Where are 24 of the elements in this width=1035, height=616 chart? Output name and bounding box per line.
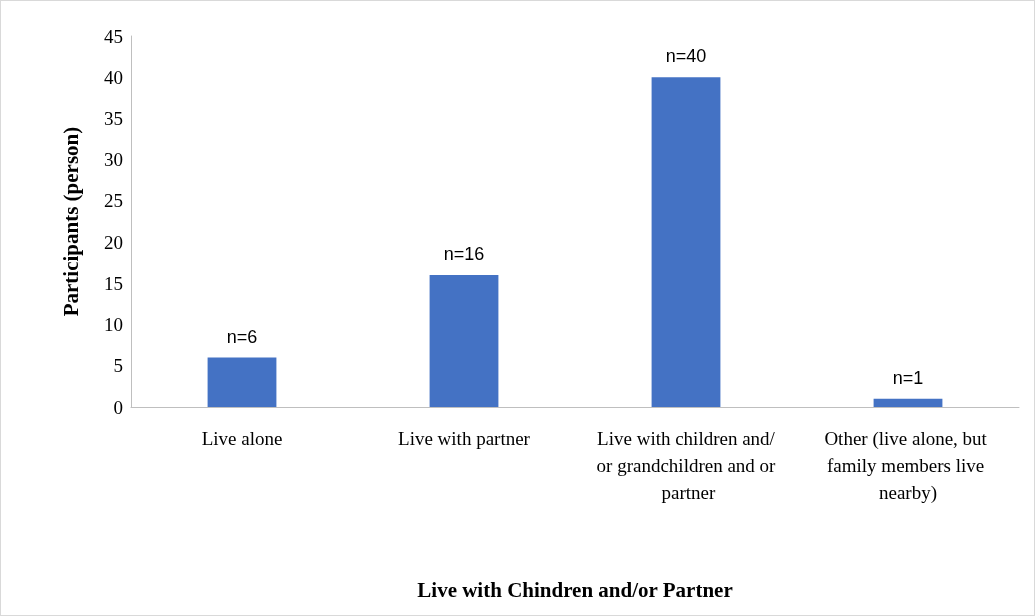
y-tick-label: 30 xyxy=(104,149,123,171)
y-tick-label: 20 xyxy=(104,231,123,253)
bar xyxy=(651,77,721,407)
bar xyxy=(207,357,277,407)
data-label: n=1 xyxy=(892,367,924,388)
data-label: n=40 xyxy=(665,46,707,67)
x-tick-label: Live with partner xyxy=(398,428,531,449)
y-tick-label: 45 xyxy=(104,25,123,47)
y-tick-label: 0 xyxy=(113,396,123,418)
x-tick-label: Live alone xyxy=(201,428,283,449)
y-tick-label: 10 xyxy=(104,314,123,336)
x-tick-label: Live with children and/or grandchildren and or partner xyxy=(596,428,777,503)
y-tick-label: 35 xyxy=(104,107,123,129)
y-axis-title: Participants (person) xyxy=(58,126,83,317)
y-tick-label: 15 xyxy=(104,272,123,294)
data-label: n=16 xyxy=(443,244,485,265)
x-axis-title: Live with Chindren and/or Partner xyxy=(417,577,733,602)
y-tick-label: 25 xyxy=(104,190,123,212)
y-tick-label: 40 xyxy=(104,66,123,88)
bar xyxy=(429,275,499,407)
x-tick-label: Other (live alone, but family members live nearby) xyxy=(824,428,992,504)
bar xyxy=(873,398,943,407)
y-tick-label: 5 xyxy=(113,355,123,377)
data-label: n=6 xyxy=(226,326,258,347)
